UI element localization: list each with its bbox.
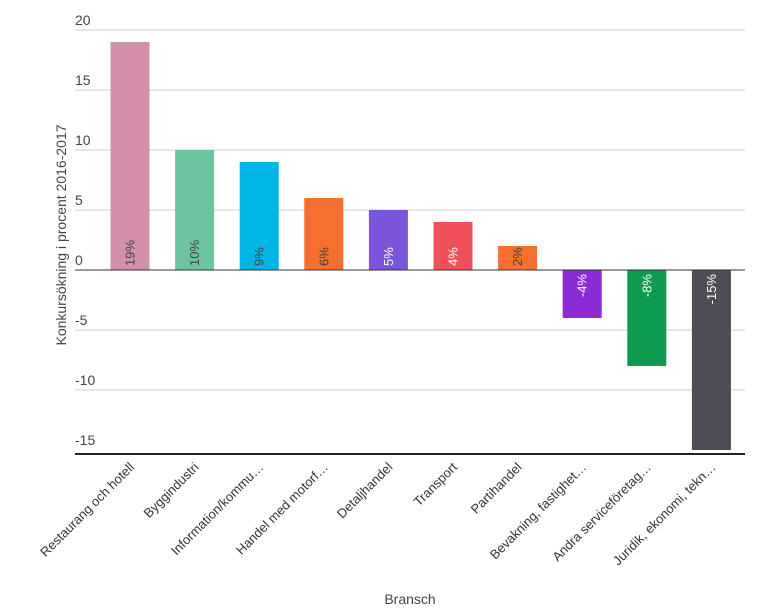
- y-axis-title: Konkursökning i procent 2016-2017: [53, 124, 69, 345]
- y-tick-label: -5: [75, 312, 88, 328]
- y-tick-label: 15: [75, 72, 91, 88]
- y-tick-label: 0: [75, 252, 83, 268]
- bar-data-label: 19%: [123, 240, 138, 266]
- bar: [304, 198, 344, 270]
- category-label: Partihandel: [468, 459, 525, 516]
- bar-data-label: 6%: [316, 247, 331, 266]
- bar: [175, 150, 215, 270]
- bar: [498, 246, 538, 270]
- y-tick-label: -15: [75, 432, 95, 448]
- category-label: Transport: [411, 459, 461, 509]
- bars: [110, 42, 731, 450]
- bar: [691, 270, 731, 450]
- bar: [433, 222, 473, 270]
- x-axis-labels: Restaurang och hotell ByggindustriInforma…: [37, 459, 718, 568]
- category-label: Byggindustri: [141, 459, 202, 520]
- bar: [239, 162, 279, 270]
- y-tick-label: 5: [75, 192, 83, 208]
- bar: [368, 210, 408, 270]
- bar: [627, 270, 667, 366]
- bar-data-label: 4%: [446, 247, 461, 266]
- y-tick-label: 10: [75, 132, 91, 148]
- bar: [562, 270, 602, 318]
- data-labels: 19% 10% 9% 6% 5% 4% 2% -4% -8% -15%: [123, 240, 719, 305]
- bar-data-label: -4%: [575, 274, 590, 298]
- bar-data-label: 10%: [187, 240, 202, 266]
- bar-data-label: 9%: [252, 247, 267, 266]
- x-axis-title: Bransch: [384, 591, 435, 607]
- category-label: Detaljhandel: [334, 459, 396, 521]
- y-tick-label: -10: [75, 372, 95, 388]
- category-label: Restaurang och hotell: [37, 459, 137, 559]
- y-tick-label: 20: [75, 12, 91, 28]
- bar-data-label: -8%: [639, 274, 654, 298]
- y-axis-ticks: 20 15 10 5 0 -5 -10 -15: [75, 12, 95, 448]
- bar: [110, 42, 150, 270]
- bar-data-label: 2%: [510, 247, 525, 266]
- bar-data-label: -15%: [704, 274, 719, 305]
- bar-data-label: 5%: [381, 247, 396, 266]
